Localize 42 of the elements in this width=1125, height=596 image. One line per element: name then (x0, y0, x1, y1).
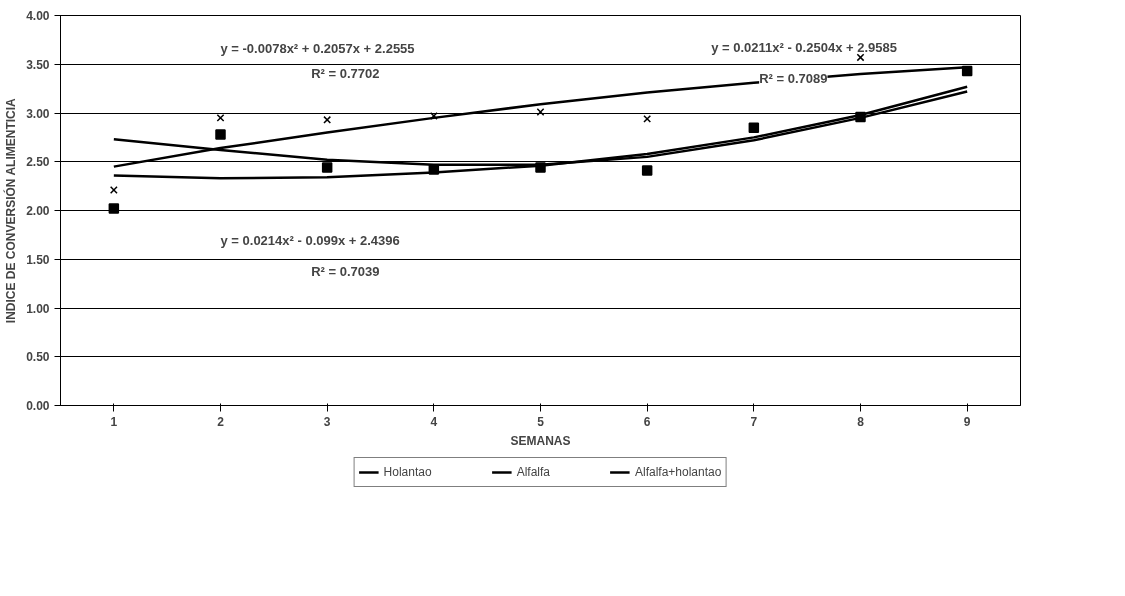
y-tick-label: 3.50 (26, 57, 50, 72)
point (961, 65, 973, 77)
y-tick-label: 2.00 (26, 204, 50, 218)
x-tick-label: 1 (110, 414, 118, 429)
y-tick-label: 0.00 (26, 399, 50, 413)
y-tick-label: 4.00 (26, 9, 50, 23)
point (428, 164, 440, 175)
x-tick-label: 2 (217, 414, 225, 429)
legend-label: Alfalfa+holantao (635, 465, 722, 479)
y-axis-title: INDICE DE CONVERSIÓN ALIMENTICIA (3, 97, 19, 324)
annotation: R² = 0.7039 (311, 263, 380, 279)
y-tick-label: 1.00 (26, 301, 50, 316)
point (429, 111, 438, 120)
annotation: y = 0.0214x² - 0.099x + 2.4396 (220, 232, 400, 248)
x-tick-label: 8 (857, 414, 865, 429)
x-axis-title: SEMANAS (510, 433, 571, 448)
y-tick-label: 0.50 (26, 350, 50, 365)
y-tick-label: 3.00 (26, 106, 50, 121)
point (323, 115, 332, 124)
point (215, 129, 226, 140)
line-series (112, 85, 969, 180)
legend-label: Alfalfa (516, 465, 550, 479)
y-tick-label: 2.50 (26, 155, 50, 170)
annotation: y = -0.0078x² + 0.2057x + 2.2555 (220, 41, 415, 57)
annotation: R² = 0.7089 (759, 70, 828, 86)
point (643, 114, 652, 123)
annotation: R² = 0.7702 (311, 65, 380, 81)
point (748, 122, 760, 133)
x-tick-label: 3 (323, 414, 331, 429)
x-tick-label: 7 (750, 414, 758, 429)
y-tick-label: 1.50 (26, 252, 50, 267)
point (108, 203, 120, 214)
annotation: y = 0.0211x² - 0.2504x + 2.9585 (711, 39, 897, 55)
point (535, 162, 546, 173)
point (855, 111, 866, 123)
point (641, 165, 653, 176)
legend-label: Holantao (383, 465, 432, 479)
x-tick-label: 9 (963, 414, 971, 429)
x-tick-label: 5 (537, 414, 545, 429)
x-tick-label: 6 (643, 414, 651, 429)
x-tick-label: 4 (430, 414, 438, 429)
point (321, 162, 333, 173)
